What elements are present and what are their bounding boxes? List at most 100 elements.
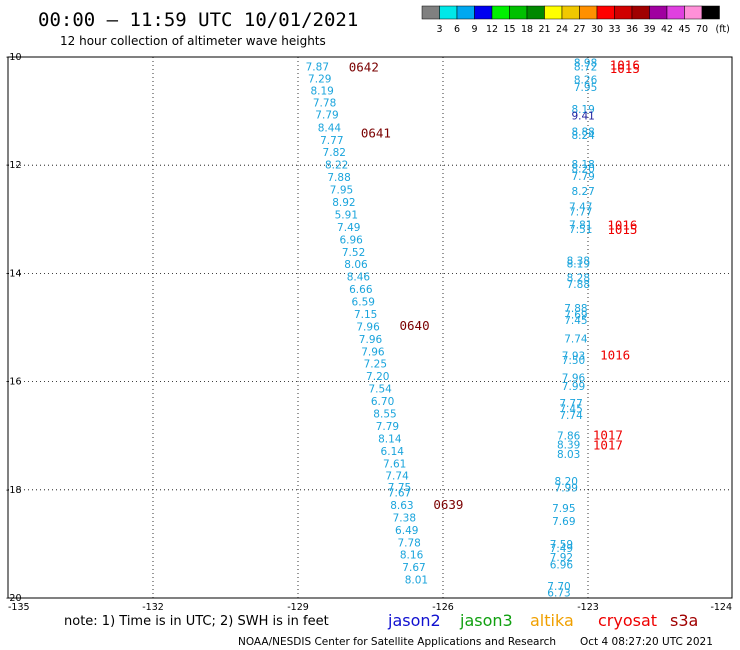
colorbar-swatch — [491, 5, 510, 20]
wave-height-value: 7.49 — [337, 222, 360, 234]
wave-height-value: 8.03 — [557, 449, 580, 461]
wave-height-value: 7.96 — [361, 346, 385, 358]
colorbar-swatch — [631, 5, 650, 20]
satellite-legend-jason2: jason2 — [387, 611, 441, 630]
wave-height-value: 8.72 — [574, 62, 597, 74]
wave-height-value: 7.38 — [393, 512, 416, 524]
colorbar-unit: (ft) — [716, 24, 730, 35]
wave-height-value: 7.70 — [547, 581, 570, 593]
wave-height-value: 8.16 — [400, 550, 424, 562]
colorbar-swatch — [421, 5, 440, 20]
wave-height-value: 7.77 — [559, 398, 582, 410]
wave-height-value: 8.01 — [405, 575, 428, 587]
pass-time-label: 0641 — [361, 126, 391, 141]
lat-tick-label: -16 — [6, 377, 22, 388]
wave-height-value: 7.96 — [562, 372, 586, 384]
wave-height-value: 7.93 — [562, 351, 585, 363]
wave-height-value: 7.25 — [364, 359, 387, 371]
colorbar-tick-label: 24 — [556, 24, 568, 35]
wave-height-value: 7.78 — [397, 537, 420, 549]
wave-height-value: 7.88 — [564, 303, 587, 315]
colorbar-swatch — [439, 5, 458, 20]
wave-height-value: 7.87 — [306, 62, 329, 74]
altimeter-tracks: 7.877.298.197.787.798.447.777.828.227.88… — [306, 57, 640, 599]
wave-height-value: 8.38 — [567, 255, 590, 267]
lat-tick-label: -20 — [6, 593, 22, 604]
wave-height-value: 7.81 — [569, 220, 592, 232]
colorbar-swatch — [701, 5, 720, 20]
pass-time-label: 1015 — [610, 61, 640, 76]
wave-height-value: 7.15 — [354, 309, 377, 321]
pass-time-label: 1017 — [593, 437, 623, 452]
wave-height-value: 7.29 — [308, 74, 331, 86]
colorbar-tick-label: 3 — [436, 24, 442, 35]
satellite-legend-altika: altika — [530, 611, 574, 630]
wave-height-value: 7.45 — [564, 315, 587, 327]
wave-height-value: 8.19 — [567, 259, 590, 271]
colorbar-tick-label: 12 — [486, 24, 498, 35]
wave-height-value: 8.44 — [318, 122, 342, 134]
wave-height-value: 7.88 — [567, 279, 590, 291]
wave-height-value: 7.79 — [571, 171, 594, 183]
colorbar-swatch — [666, 5, 685, 20]
satellite-legend-s3a: s3a — [670, 611, 698, 630]
lat-tick-label: -18 — [6, 485, 22, 496]
wave-height-value: 7.99 — [562, 381, 585, 393]
wave-height-value: 7.88 — [327, 172, 350, 184]
pass-time-label: 0639 — [433, 497, 463, 512]
satellite-legend-jason3: jason3 — [459, 611, 513, 630]
wave-height-value: 8.26 — [574, 75, 598, 87]
colorbar-tick-label: 15 — [503, 24, 515, 35]
pass-time-label: 1016 — [610, 58, 640, 73]
wave-height-value: 8.39 — [557, 439, 580, 451]
colorbar-swatch — [614, 5, 633, 20]
colorbar-tick-label: 42 — [661, 24, 673, 35]
lon-tick-label: -123 — [577, 602, 599, 613]
colorbar-swatch — [684, 5, 703, 20]
colorbar-swatch — [456, 5, 475, 20]
wave-height-value: 7.86 — [557, 431, 581, 443]
wave-height-value: 8.14 — [378, 433, 402, 445]
wave-height-value: 8.92 — [332, 197, 355, 209]
pass-time-label: 0642 — [349, 60, 379, 75]
lat-lon-grid — [7, 56, 733, 599]
wave-height-value: 7.74 — [559, 410, 583, 422]
wave-height-value: 7.75 — [388, 482, 411, 494]
lat-tick-label: -10 — [6, 52, 22, 63]
colorbar-swatch — [579, 5, 598, 20]
colorbar-tick-label: 27 — [573, 24, 585, 35]
wave-height-value: 7.95 — [330, 185, 353, 197]
colorbar-tick-label: 39 — [643, 24, 655, 35]
wave-height-value: 7.95 — [552, 503, 575, 515]
lon-tick-label: -126 — [432, 602, 454, 613]
wave-height-value: 7.50 — [562, 355, 585, 367]
wave-height-value: 8.18 — [571, 159, 594, 171]
wave-height-value: 7.52 — [342, 247, 365, 259]
wave-height-colorbar: 3 6 9 12 15 18 21 24 27 30 33 36 39 42 45 70 (ft) — [421, 5, 730, 35]
wave-height-value: 7.61 — [383, 458, 406, 470]
colorbar-swatch — [509, 5, 528, 20]
wave-height-value: 8.28 — [567, 273, 590, 285]
lon-tick-label: -132 — [142, 602, 164, 613]
wave-height-value: 7.74 — [385, 471, 409, 483]
wave-height-value: 7.92 — [550, 552, 573, 564]
wave-height-value: 6.59 — [352, 297, 375, 309]
pass-time-label: 0640 — [400, 318, 430, 333]
footer-timestamp: Oct 4 08:27:20 UTC 2021 — [580, 636, 713, 648]
satellite-legend-cryosat: cryosat — [598, 611, 657, 630]
lat-tick-label: -12 — [6, 160, 22, 171]
wave-height-value: 7.69 — [564, 310, 587, 322]
wave-height-value: 7.59 — [550, 539, 573, 551]
wave-height-value: 7.49 — [550, 543, 573, 555]
wave-height-value: 7.78 — [313, 97, 336, 109]
colorbar-swatch — [649, 5, 668, 20]
satellite-legend: jason2 jason3 altika cryosat s3a — [387, 611, 698, 630]
wave-height-value: 7.95 — [574, 82, 597, 94]
wave-height-value: 7.82 — [323, 147, 346, 159]
wave-height-value: 6.96 — [339, 234, 363, 246]
colorbar-tick-label: 45 — [678, 24, 690, 35]
map-frame — [7, 56, 733, 599]
wave-height-value: 8.19 — [571, 104, 594, 116]
wave-height-value: 7.74 — [564, 333, 588, 345]
